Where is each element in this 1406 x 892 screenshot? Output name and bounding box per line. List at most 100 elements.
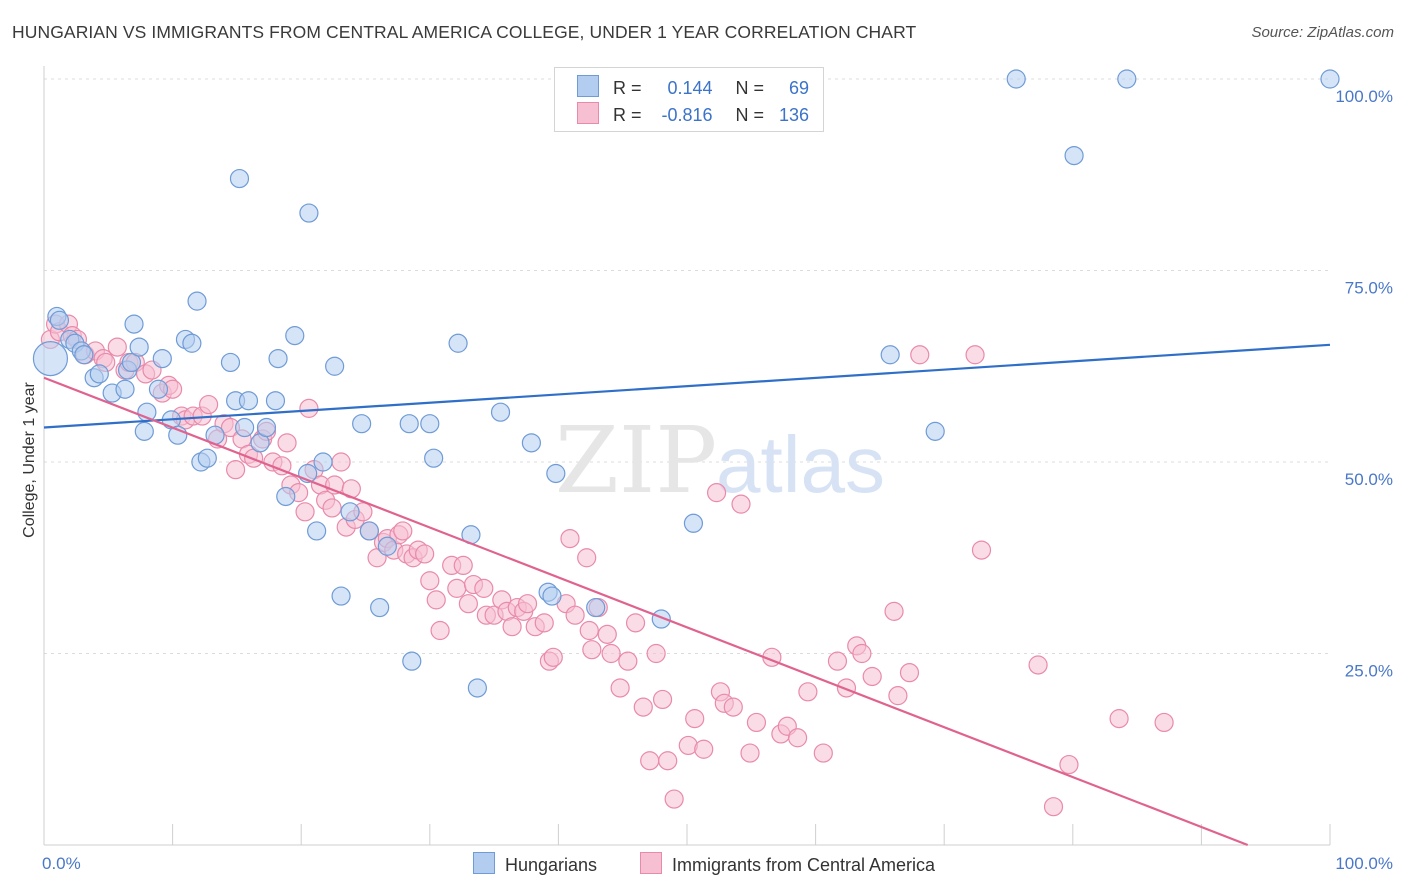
hungarians-point — [276, 486, 296, 507]
watermark-zip: ZIP — [555, 407, 717, 514]
hungarians-point — [586, 597, 606, 618]
central-america-point — [107, 337, 127, 357]
hungarians-point — [1064, 146, 1084, 166]
central-america-point — [836, 678, 857, 698]
central-america-point — [899, 663, 920, 683]
bottom-legend-swatch-blue — [473, 852, 495, 874]
hungarians-point — [187, 291, 207, 311]
hungarians-point — [32, 340, 69, 377]
central-america-point — [453, 555, 473, 576]
hungarians-point — [121, 352, 142, 373]
central-america-point — [625, 613, 646, 633]
hungarians-point — [683, 513, 704, 533]
y-tick-label: 75.0% — [1345, 279, 1393, 298]
y-tick-label: 50.0% — [1345, 470, 1393, 489]
hungarians-point — [229, 168, 250, 189]
central-america-point — [888, 686, 908, 706]
hungarians-point — [399, 414, 419, 434]
central-america-point — [597, 624, 617, 644]
trend-lines — [43, 343, 1331, 847]
central-america-point — [331, 452, 351, 472]
central-america-point — [658, 751, 678, 771]
hungarians-point — [325, 356, 345, 376]
hungarians-point — [370, 597, 390, 618]
tick-labels: 25.0% 50.0% 75.0% 100.0% 0.0% 100.0% — [42, 87, 1393, 873]
central-america-point — [458, 594, 478, 614]
legend-r-value: -0.816 — [661, 105, 713, 125]
hungarians-point — [880, 345, 900, 365]
axes — [43, 66, 1331, 846]
hungarians-point — [182, 333, 202, 353]
central-america-point — [910, 345, 930, 365]
central-america-point — [502, 617, 522, 637]
hungarians-point — [424, 448, 444, 468]
watermark-atlas: atlas — [716, 420, 885, 509]
central-america-point — [534, 613, 554, 633]
hungarians-point — [352, 414, 372, 434]
bottom-legend-label: Hungarians — [505, 855, 598, 875]
y-tick-label: 25.0% — [1345, 662, 1393, 681]
hungarians-point — [377, 536, 397, 556]
hungarians-point — [359, 521, 379, 541]
hungarians-point — [1117, 69, 1137, 89]
central-america-point — [740, 743, 760, 763]
hungarians-point — [129, 337, 149, 357]
hungarians-point — [546, 463, 566, 484]
watermark: ZIP atlas — [555, 407, 885, 514]
grid-lines — [44, 78, 1330, 654]
central-america-point — [430, 620, 450, 641]
legend-row-central-america: R = -0.816 N = 136 — [577, 102, 809, 126]
central-america-point — [1028, 655, 1048, 675]
central-america-point — [565, 605, 585, 625]
hungarians-point — [235, 417, 255, 438]
central-america-point — [685, 709, 705, 729]
central-america-point — [447, 578, 467, 598]
central-america-point — [277, 433, 297, 453]
hungarians-point — [448, 333, 468, 353]
hungarians-point — [148, 379, 169, 399]
central-america-point — [295, 502, 315, 522]
bottom-legend-central-america: Immigrants from Central America — [640, 852, 935, 876]
central-america-point — [322, 498, 342, 518]
central-america-point — [610, 678, 630, 698]
series-central-america-points — [40, 314, 1174, 817]
central-america-point — [543, 647, 563, 667]
central-america-trend-line — [43, 376, 1249, 847]
hungarians-point — [331, 586, 351, 606]
hungarians-point — [285, 326, 305, 346]
hungarians-point — [115, 379, 135, 399]
hungarians-point — [268, 348, 288, 369]
central-america-point — [474, 578, 494, 598]
source-label: Source: ZipAtlas.com — [1251, 24, 1394, 41]
central-america-point — [618, 651, 638, 671]
hungarians-point — [299, 203, 319, 223]
central-america-point — [731, 494, 751, 514]
central-america-point — [1109, 709, 1129, 729]
central-america-point — [579, 620, 599, 641]
hungarians-point — [925, 421, 945, 441]
hungarians-point — [1006, 69, 1026, 89]
central-america-point — [1059, 754, 1079, 775]
hungarians-point — [152, 348, 172, 369]
central-america-point — [706, 483, 727, 503]
central-america-point — [601, 643, 621, 664]
y-tick-label: 100.0% — [1335, 87, 1393, 106]
hungarians-point — [265, 391, 286, 411]
central-america-point — [420, 571, 440, 591]
hungarians-point — [134, 421, 154, 441]
central-america-point — [723, 697, 743, 717]
legend-n-value: 69 — [789, 78, 810, 98]
central-america-point — [640, 751, 660, 771]
hungarians-point — [467, 678, 487, 698]
central-america-point — [787, 728, 808, 748]
central-america-point — [633, 697, 653, 717]
hungarians-point — [256, 417, 277, 438]
legend-r-label: R = — [613, 105, 642, 125]
central-america-point — [652, 689, 673, 710]
x-tick-label: 0.0% — [42, 854, 81, 873]
legend-row-hungarians: R = 0.144 N = 69 — [577, 75, 809, 99]
legend-swatch-blue — [577, 75, 599, 97]
central-america-point — [694, 739, 714, 759]
central-america-point — [798, 682, 818, 702]
